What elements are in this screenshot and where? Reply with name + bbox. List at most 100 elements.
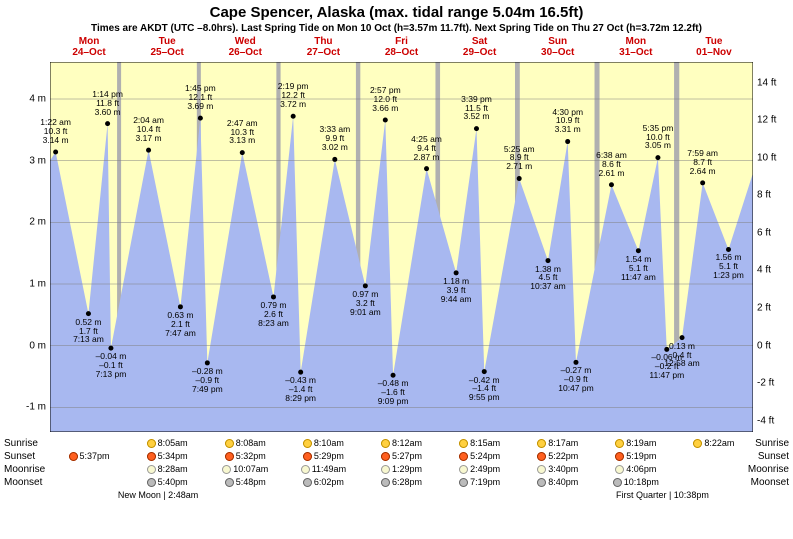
sunset-row-cell: 5:34pm (128, 451, 206, 461)
moonset-row: 5:40pm5:48pm6:02pm6:28pm7:19pm8:40pm10:1… (50, 477, 753, 487)
sunrise-label-right: Sunrise (755, 438, 789, 449)
chart-title: Cape Spencer, Alaska (max. tidal range 5… (0, 0, 793, 21)
date-header: Mon24–Oct (50, 36, 128, 58)
tide-point-label: 0.63 m2.1 ft7:47 am (165, 311, 196, 338)
tide-point-label: –0.27 m–0.9 ft10:47 pm (558, 366, 593, 393)
sunrise-row: 8:05am8:08am8:10am8:12am8:15am8:17am8:19… (50, 438, 753, 448)
axis-tick-ft: 10 ft (757, 152, 793, 163)
tide-point-label: 5:25 am8.9 ft2.71 m (504, 145, 535, 172)
tide-point-label: 5:35 pm10.0 ft3.05 m (643, 124, 674, 151)
moonrise-row-cell (50, 464, 128, 474)
sunrise-row-cell: 8:22am (675, 438, 753, 448)
date-header: Tue25–Oct (128, 36, 206, 58)
tide-point-label: 7:59 am8.7 ft2.64 m (687, 149, 718, 176)
axis-tick-m: -1 m (0, 402, 46, 413)
axis-tick-ft: 2 ft (757, 303, 793, 314)
sunrise-row-cell: 8:12am (362, 438, 440, 448)
tide-point-label: 4:30 pm10.9 ft3.31 m (552, 108, 583, 135)
moonrise-row-cell: 3:40pm (519, 464, 597, 474)
date-header: Mon31–Oct (597, 36, 675, 58)
tide-point-label: 2:57 pm12.0 ft3.66 m (370, 86, 401, 113)
sunset-label-right: Sunset (758, 451, 789, 462)
sunset-row-cell: 5:37pm (50, 451, 128, 461)
sunrise-row-cell: 8:05am (128, 438, 206, 448)
sunrise-row-cell (50, 438, 128, 448)
tide-point-label: 0.13 m0.4 ft12:58 am (664, 342, 699, 369)
moonrise-label-left: Moonrise (4, 464, 45, 475)
tide-point-label: 1:14 pm11.8 ft3.60 m (92, 90, 123, 117)
tide-point-label: –0.48 m–1.6 ft9:09 pm (378, 379, 409, 406)
tide-point-label: 4:25 am9.4 ft2.87 m (411, 135, 442, 162)
date-header: Sat29–Oct (441, 36, 519, 58)
moonset-row-cell (675, 477, 753, 487)
date-header-row: Mon24–OctTue25–OctWed26–OctThu27–OctFri2… (50, 36, 753, 58)
tide-point-label: 2:04 am10.4 ft3.17 m (133, 116, 164, 143)
moonrise-row-cell: 10:07am (206, 464, 284, 474)
axis-tick-ft: 12 ft (757, 115, 793, 126)
moonrise-row-cell: 8:28am (128, 464, 206, 474)
sunset-label-left: Sunset (4, 451, 35, 462)
tide-chart-container: Cape Spencer, Alaska (max. tidal range 5… (0, 0, 793, 539)
axis-tick-ft: -2 ft (757, 378, 793, 389)
moonset-row-cell: 10:18pm (597, 477, 675, 487)
moonrise-row-cell: 2:49pm (441, 464, 519, 474)
tide-point-label: 0.79 m2.6 ft8:23 am (258, 301, 289, 328)
axis-tick-ft: 8 ft (757, 190, 793, 201)
tide-point-label: 3:33 am9.9 ft3.02 m (319, 125, 350, 152)
tide-point-label: –0.42 m–1.4 ft9:55 pm (469, 376, 500, 403)
axis-tick-ft: 0 ft (757, 340, 793, 351)
sunrise-row-cell: 8:15am (441, 438, 519, 448)
axis-tick-m: 2 m (0, 217, 46, 228)
axis-tick-m: 4 m (0, 94, 46, 105)
sunset-row-cell: 5:19pm (597, 451, 675, 461)
tide-point-label: 2:47 am10.3 ft3.13 m (227, 119, 258, 146)
moonset-row-cell: 8:40pm (519, 477, 597, 487)
axis-tick-ft: 14 ft (757, 77, 793, 88)
tide-point-label: 0.52 m1.7 ft7:13 am (73, 318, 104, 345)
sunset-row-cell: 5:24pm (441, 451, 519, 461)
tide-point-label: 1.38 m4.5 ft10:37 am (530, 265, 565, 292)
moonrise-label-right: Moonrise (748, 464, 789, 475)
axis-tick-ft: -4 ft (757, 415, 793, 426)
moonrise-row-cell: 11:49am (284, 464, 362, 474)
sunset-row-cell: 5:32pm (206, 451, 284, 461)
moonrise-row-cell (675, 464, 753, 474)
axis-tick-m: 3 m (0, 155, 46, 166)
moonset-row-cell: 6:28pm (362, 477, 440, 487)
axis-tick-m: 1 m (0, 279, 46, 290)
moon-phase-label: First Quarter | 10:38pm (616, 490, 709, 500)
sunrise-label-left: Sunrise (4, 438, 38, 449)
moonrise-row: 8:28am10:07am11:49am1:29pm2:49pm3:40pm4:… (50, 464, 753, 474)
axis-tick-m: 0 m (0, 340, 46, 351)
sunrise-row-cell: 8:08am (206, 438, 284, 448)
tide-point-label: 6:38 am8.6 ft2.61 m (596, 151, 627, 178)
date-header: Tue01–Nov (675, 36, 753, 58)
chart-plot-area: 1:22 am10.3 ft3.14 m0.52 m1.7 ft7:13 am1… (50, 62, 753, 432)
moonset-row-cell: 5:48pm (206, 477, 284, 487)
axis-tick-ft: 6 ft (757, 227, 793, 238)
tide-point-label: 1:22 am10.3 ft3.14 m (40, 118, 71, 145)
moonset-row-cell: 5:40pm (128, 477, 206, 487)
tide-point-label: –0.28 m–0.9 ft7:49 pm (192, 367, 223, 394)
tide-point-label: –0.43 m–1.4 ft8:29 pm (285, 376, 316, 403)
date-header: Fri28–Oct (362, 36, 440, 58)
date-header: Wed26–Oct (206, 36, 284, 58)
tide-point-label: 1.54 m5.1 ft11:47 am (621, 255, 656, 282)
sunset-row-cell: 5:29pm (284, 451, 362, 461)
axis-tick-ft: 4 ft (757, 265, 793, 276)
tide-point-label: 1.56 m5.1 ft1:23 pm (713, 253, 744, 280)
tide-point-label: 3:39 pm11.5 ft3.52 m (461, 95, 492, 122)
tide-point-label: 0.97 m3.2 ft9:01 am (350, 290, 381, 317)
sunset-row: 5:37pm5:34pm5:32pm5:29pm5:27pm5:24pm5:22… (50, 451, 753, 461)
moonset-row-cell: 6:02pm (284, 477, 362, 487)
sunset-row-cell (675, 451, 753, 461)
sunrise-row-cell: 8:17am (519, 438, 597, 448)
date-header: Sun30–Oct (519, 36, 597, 58)
moonset-label-right: Moonset (751, 477, 789, 488)
moonset-row-cell (50, 477, 128, 487)
moonrise-row-cell: 4:06pm (597, 464, 675, 474)
moonrise-row-cell: 1:29pm (362, 464, 440, 474)
chart-subtitle: Times are AKDT (UTC –8.0hrs). Last Sprin… (0, 23, 793, 34)
tide-point-label: 1:45 pm12.1 ft3.69 m (185, 84, 216, 111)
tide-point-label: –0.04 m–0.1 ft7:13 pm (96, 352, 127, 379)
